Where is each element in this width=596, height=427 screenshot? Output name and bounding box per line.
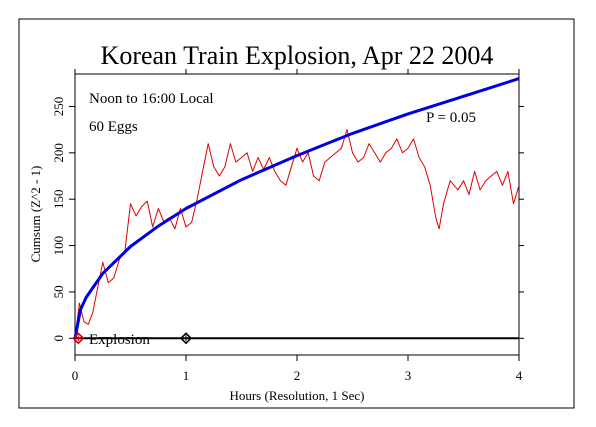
event-marker-1 bbox=[179, 332, 193, 345]
y-tick-label: 0 bbox=[51, 335, 66, 342]
y-axis-label: Cumsum (Z^2 - 1) bbox=[28, 166, 43, 263]
outer-frame bbox=[18, 18, 575, 409]
axis-ticks: 0 1 2 3 4 0 50 100 150 200 250 bbox=[51, 69, 524, 383]
chart-title: Korean Train Explosion, Apr 22 2004 bbox=[101, 41, 494, 70]
annotation-probability: P = 0.05 bbox=[426, 110, 476, 126]
y-tick-label: 150 bbox=[51, 189, 66, 209]
x-tick-label: 1 bbox=[183, 368, 190, 383]
x-tick-label: 3 bbox=[405, 368, 412, 383]
annotation-range: Noon to 16:00 Local bbox=[89, 91, 214, 107]
series-layer bbox=[73, 77, 520, 340]
y-tick-label: 100 bbox=[51, 236, 66, 256]
x-tick-label: 4 bbox=[516, 368, 523, 383]
event-marker-cross-0 bbox=[75, 335, 82, 342]
y-tick-label: 50 bbox=[51, 285, 66, 298]
x-tick-label: 2 bbox=[294, 368, 301, 383]
series-line-1 bbox=[73, 77, 520, 339]
event-marker-cross-1 bbox=[183, 335, 189, 342]
y-tick-label: 250 bbox=[51, 97, 66, 117]
event-marker-0 bbox=[72, 332, 85, 345]
x-axis-label: Hours (Resolution, 1 Sec) bbox=[229, 388, 364, 403]
annotation-eggs: 60 Eggs bbox=[89, 119, 138, 135]
y-tick-label: 200 bbox=[51, 143, 66, 163]
x-tick-label: 0 bbox=[72, 368, 79, 383]
annotation-event: Explosion bbox=[89, 332, 150, 348]
event-markers bbox=[72, 332, 193, 345]
